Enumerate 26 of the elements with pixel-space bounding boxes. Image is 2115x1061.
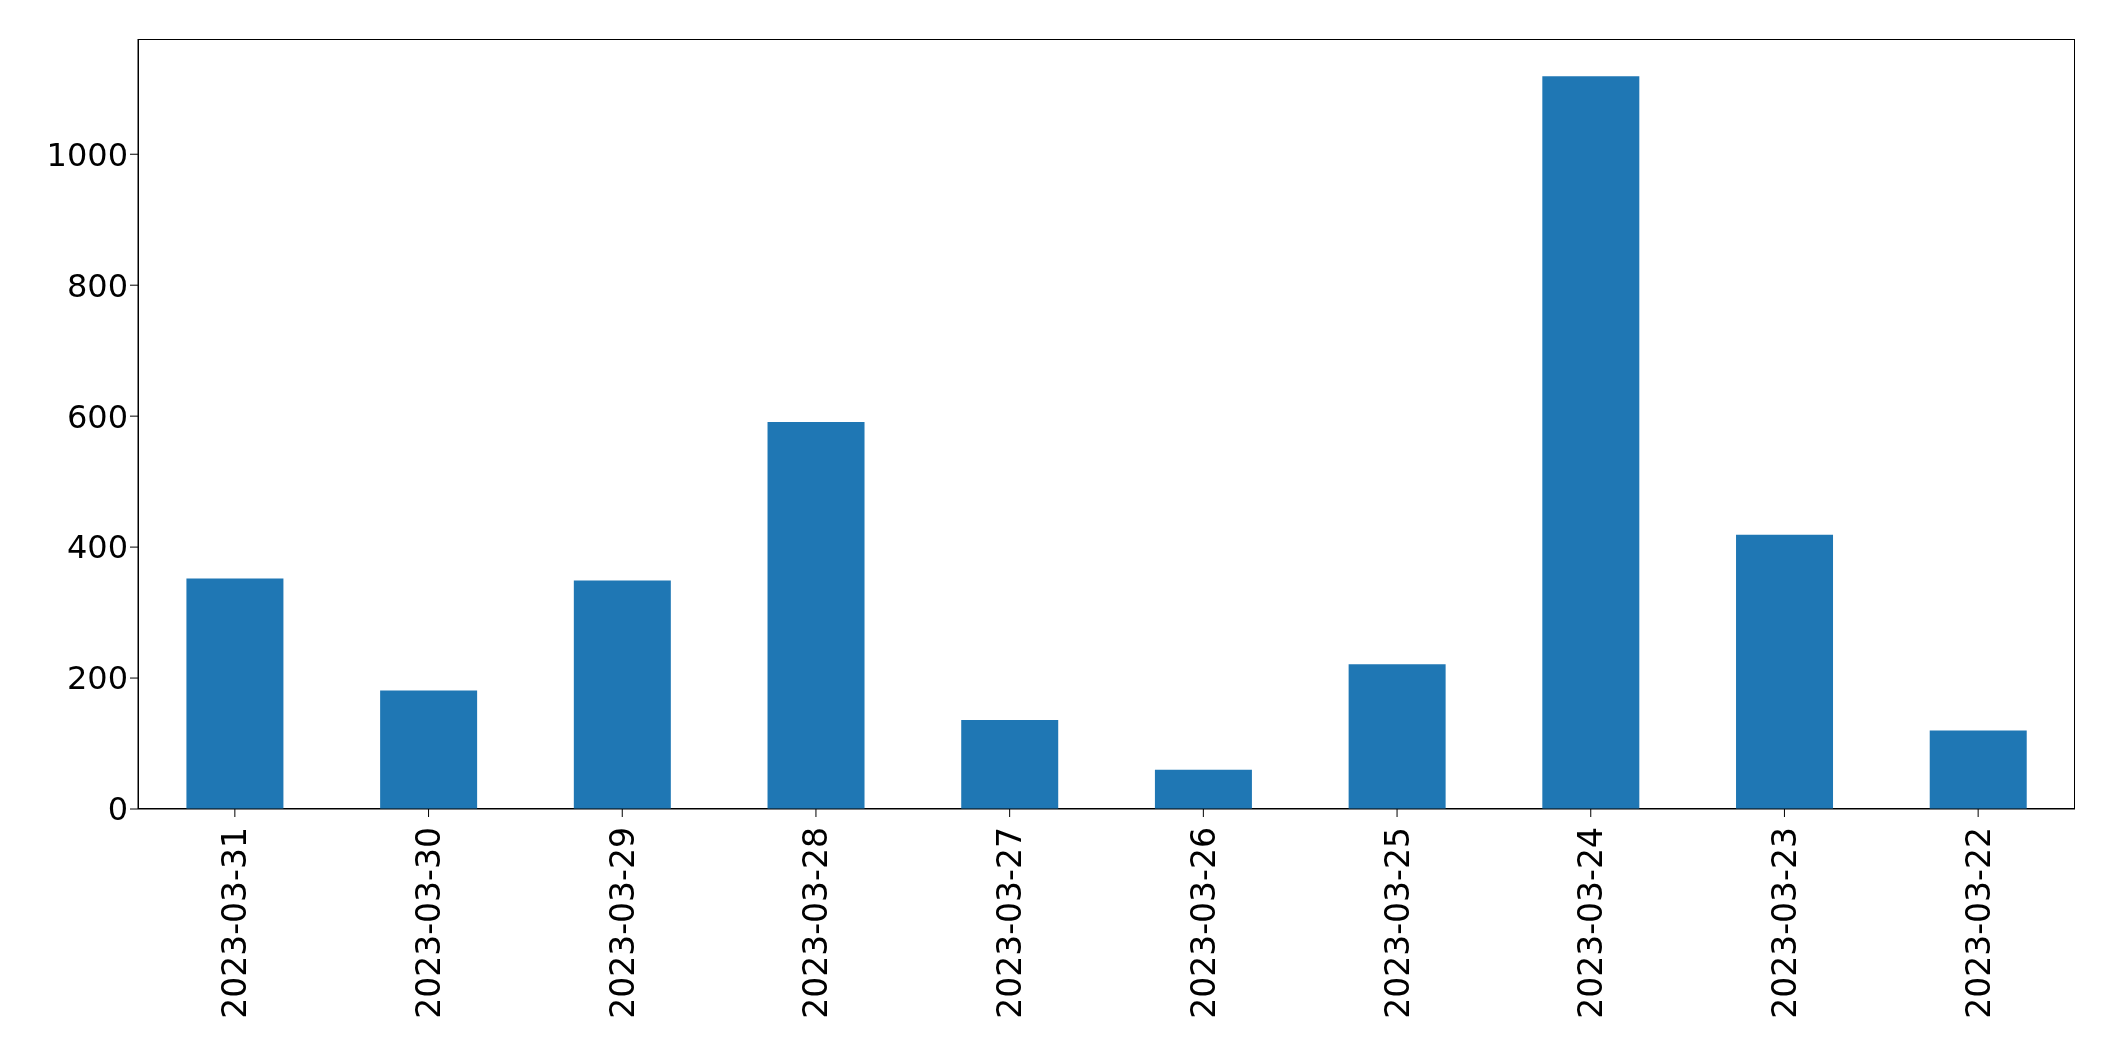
y-tick-label: 600 — [66, 397, 128, 436]
bar — [1154, 769, 1252, 809]
y-tick-label: 800 — [66, 266, 128, 305]
x-tick-label: 2023-03-25 — [1377, 827, 1417, 1019]
x-tick-label: 2023-03-29 — [602, 827, 642, 1019]
x-tick-label: 2023-03-31 — [215, 827, 255, 1019]
bar — [186, 578, 284, 809]
x-tick-label: 2023-03-30 — [409, 827, 449, 1019]
x-tick-label: 2023-03-23 — [1764, 827, 1804, 1019]
bar — [1736, 534, 1834, 809]
y-tick-label: 0 — [107, 790, 128, 829]
y-tick-label: 200 — [66, 659, 128, 698]
x-tick-label: 2023-03-27 — [990, 827, 1030, 1019]
x-tick-label: 2023-03-24 — [1571, 827, 1611, 1019]
bar — [573, 580, 671, 809]
bar — [1542, 76, 1640, 809]
bar — [380, 690, 478, 809]
x-tick-label: 2023-03-22 — [1958, 827, 1998, 1019]
y-tick-label: 1000 — [46, 135, 128, 174]
bar — [961, 719, 1059, 809]
bar — [1348, 664, 1446, 809]
y-tick-label: 400 — [66, 528, 128, 567]
x-tick-label: 2023-03-26 — [1183, 827, 1223, 1019]
bar — [767, 422, 865, 809]
bar — [1929, 730, 2027, 809]
x-tick-label: 2023-03-28 — [796, 827, 836, 1019]
